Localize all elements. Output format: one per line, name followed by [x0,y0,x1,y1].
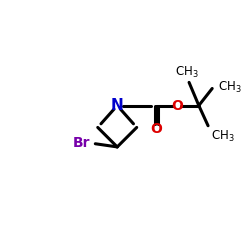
Text: O: O [150,122,162,136]
Text: CH$_3$: CH$_3$ [218,80,242,95]
Text: O: O [171,98,183,112]
Text: N: N [111,98,124,113]
Text: Br: Br [73,136,90,150]
Text: CH$_3$: CH$_3$ [211,129,235,144]
Text: CH$_3$: CH$_3$ [175,65,199,80]
